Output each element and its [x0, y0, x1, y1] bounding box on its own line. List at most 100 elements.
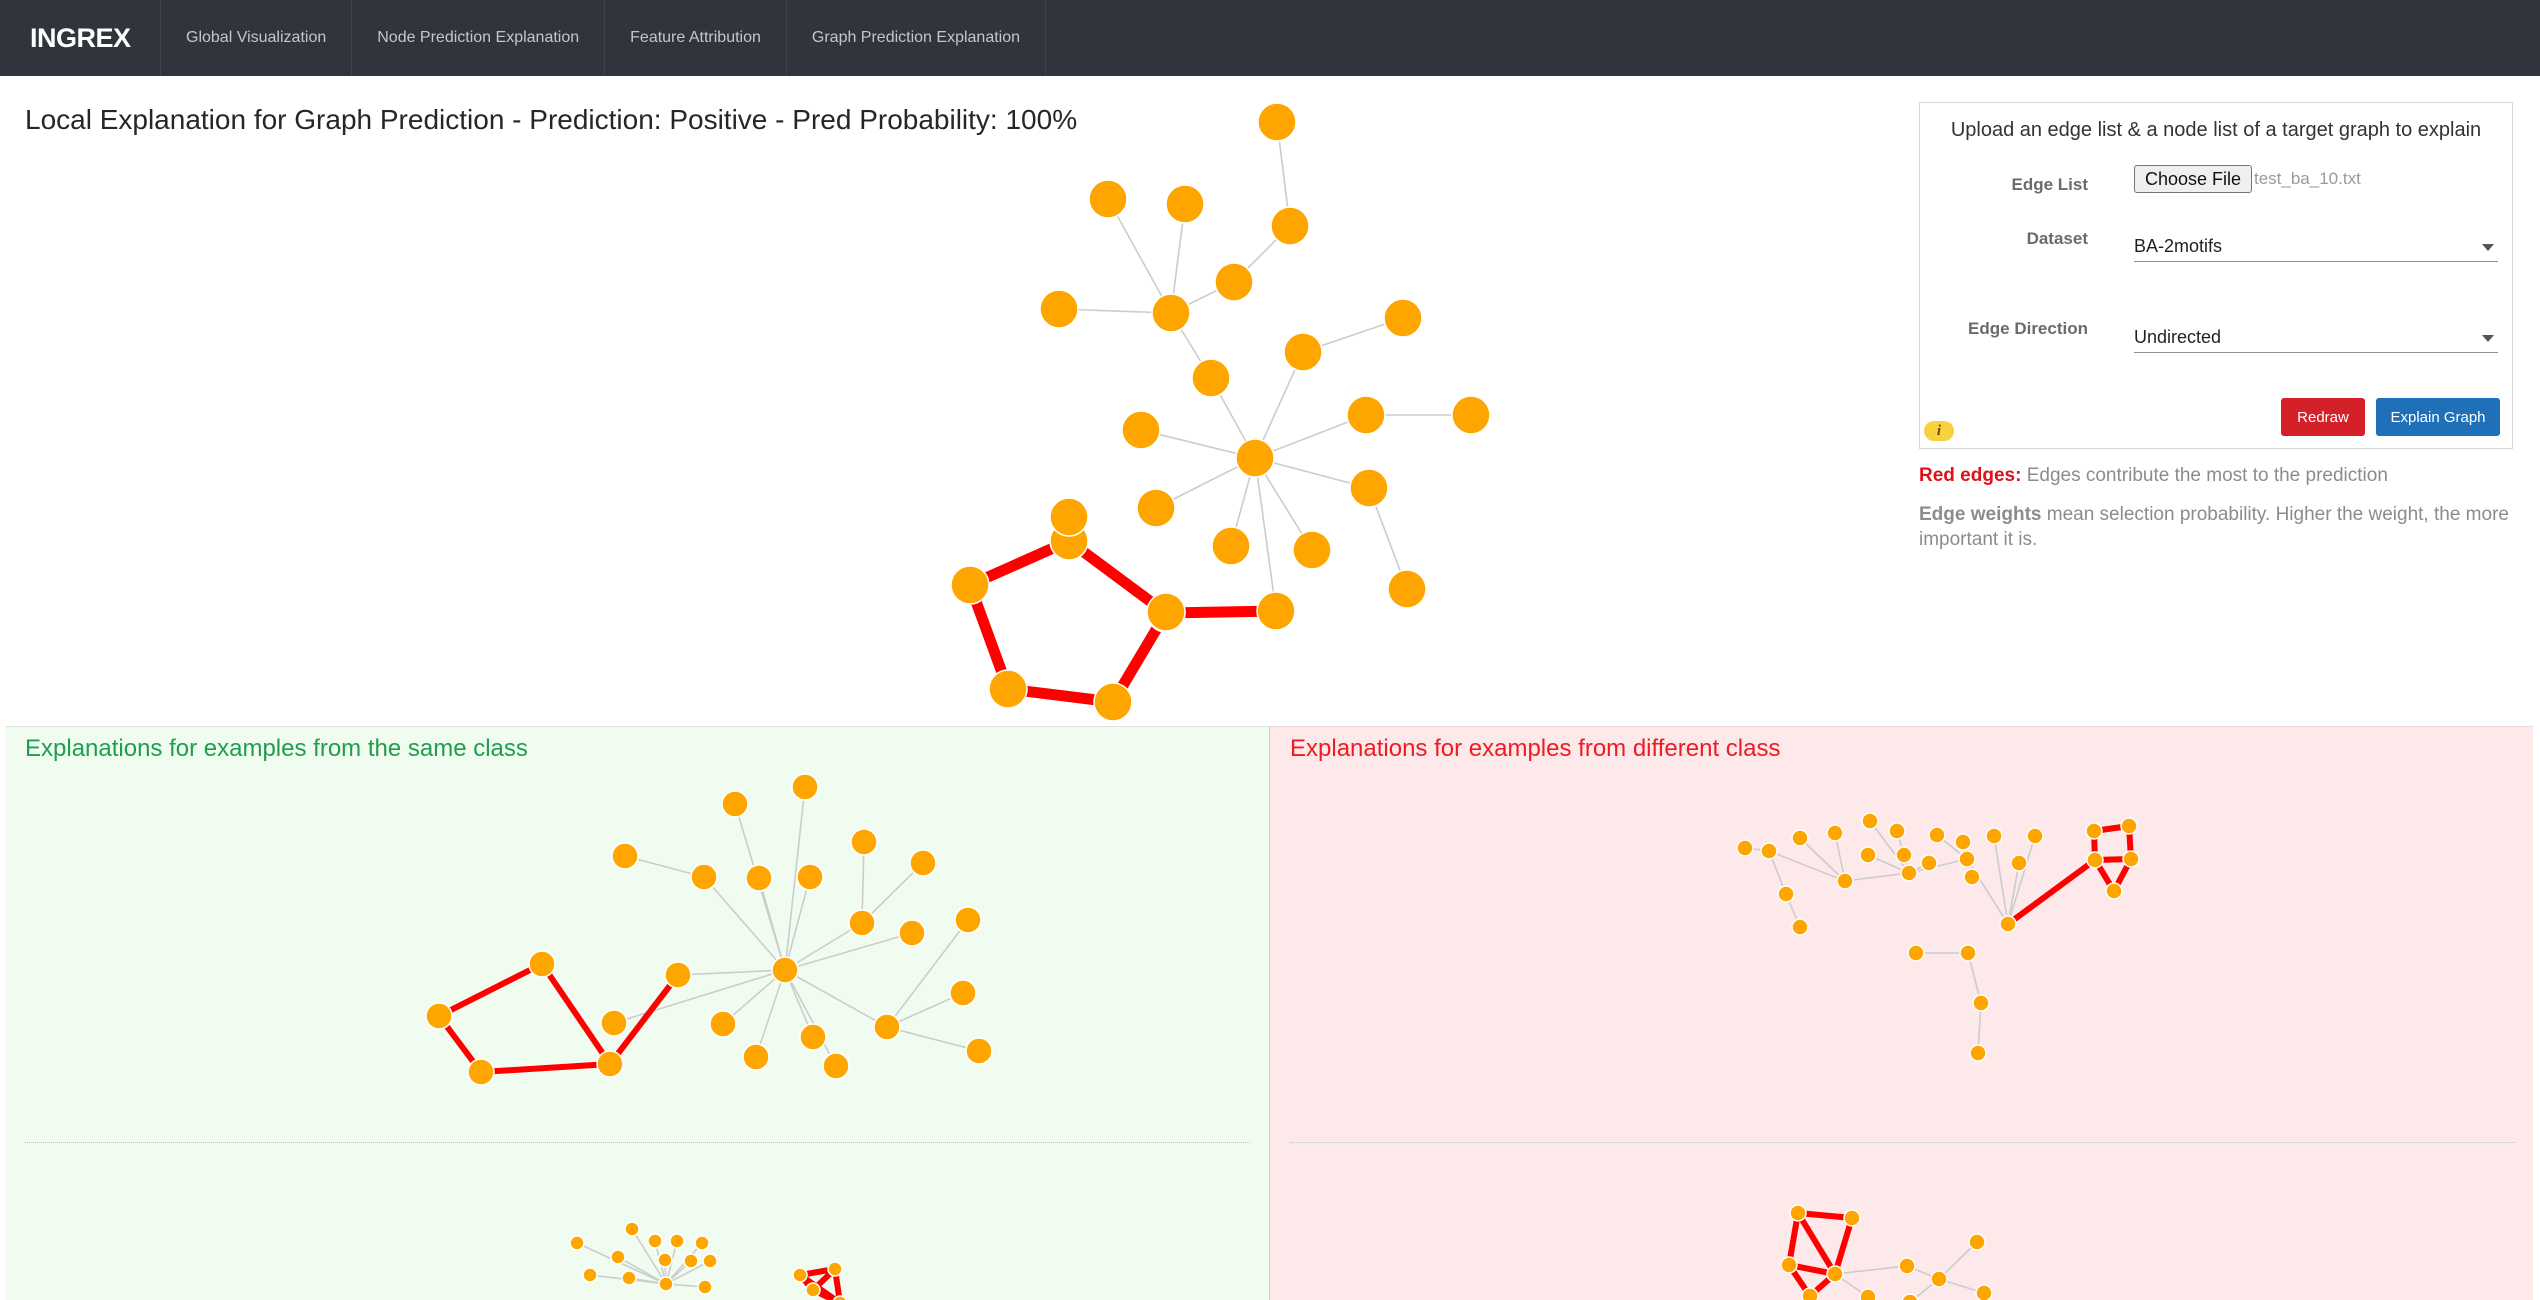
graph-node[interactable]	[658, 1276, 674, 1292]
graph-node[interactable]	[611, 842, 639, 870]
graph-node[interactable]	[1920, 854, 1938, 872]
graph-node[interactable]	[1049, 497, 1089, 537]
graph-node[interactable]	[1859, 1288, 1877, 1300]
graph-node[interactable]	[965, 1037, 993, 1065]
graph-node[interactable]	[621, 1270, 637, 1286]
graph-node[interactable]	[694, 1235, 710, 1251]
graph-node[interactable]	[1907, 944, 1925, 962]
graph-node[interactable]	[610, 1249, 626, 1265]
graph-node[interactable]	[1859, 846, 1877, 864]
graph-node[interactable]	[1901, 1293, 1919, 1300]
graph-node[interactable]	[1888, 822, 1906, 840]
graph-node[interactable]	[1256, 591, 1296, 631]
graph-node[interactable]	[1789, 1204, 1807, 1222]
graph-node[interactable]	[721, 790, 749, 818]
graph-node[interactable]	[1801, 1287, 1819, 1300]
graph-node[interactable]	[600, 1009, 628, 1037]
graph-node[interactable]	[1959, 944, 1977, 962]
graph-node[interactable]	[1088, 179, 1128, 219]
info-icon[interactable]: i	[1924, 421, 1954, 441]
graph-node[interactable]	[1836, 872, 1854, 890]
graph-node[interactable]	[1780, 1256, 1798, 1274]
brand-logo[interactable]: INGREX	[0, 0, 161, 76]
graph-node[interactable]	[799, 1023, 827, 1051]
graph-node[interactable]	[596, 1050, 624, 1078]
different-class-example-1[interactable]	[1736, 812, 2140, 1062]
graph-node[interactable]	[873, 1013, 901, 1041]
graph-node[interactable]	[1214, 262, 1254, 302]
graph-node[interactable]	[1121, 410, 1161, 450]
graph-node[interactable]	[624, 1221, 640, 1237]
graph-node[interactable]	[1972, 994, 1990, 1012]
graph-node[interactable]	[1191, 358, 1231, 398]
graph-node[interactable]	[1843, 1209, 1861, 1227]
graph-node[interactable]	[1283, 332, 1323, 372]
graph-node[interactable]	[1039, 289, 1079, 329]
graph-node[interactable]	[898, 919, 926, 947]
graph-node[interactable]	[1826, 824, 1844, 842]
graph-node[interactable]	[791, 773, 819, 801]
graph-node[interactable]	[2122, 850, 2140, 868]
graph-node[interactable]	[709, 1010, 737, 1038]
main-explanation-graph[interactable]	[950, 102, 1491, 722]
graph-node[interactable]	[954, 906, 982, 934]
graph-node[interactable]	[1958, 850, 1976, 868]
graph-node[interactable]	[1963, 868, 1981, 886]
graph-node[interactable]	[1257, 102, 1297, 142]
graph-node[interactable]	[805, 1282, 821, 1298]
redraw-button[interactable]: Redraw	[2281, 398, 2365, 436]
graph-node[interactable]	[792, 1267, 808, 1283]
graph-node[interactable]	[1985, 827, 2003, 845]
same-class-example-1[interactable]	[425, 773, 993, 1086]
graph-node[interactable]	[2086, 851, 2104, 869]
graph-node[interactable]	[1451, 395, 1491, 435]
choose-file-button[interactable]: Choose File	[2134, 165, 2253, 193]
graph-node[interactable]	[771, 956, 799, 984]
graph-node[interactable]	[1826, 1265, 1844, 1283]
graph-node[interactable]	[1211, 526, 1251, 566]
graph-node[interactable]	[1349, 468, 1389, 508]
graph-node[interactable]	[827, 1261, 843, 1277]
graph-node[interactable]	[1954, 833, 1972, 851]
graph-node[interactable]	[2010, 854, 2028, 872]
graph-node[interactable]	[690, 863, 718, 891]
graph-node[interactable]	[1383, 298, 1423, 338]
graph-node[interactable]	[742, 1043, 770, 1071]
graph-node[interactable]	[1930, 1270, 1948, 1288]
graph-node[interactable]	[1791, 829, 1809, 847]
graph-node[interactable]	[1999, 915, 2017, 933]
dataset-select[interactable]: BA-2motifs	[2134, 232, 2498, 262]
graph-node[interactable]	[702, 1253, 718, 1269]
graph-node[interactable]	[2026, 827, 2044, 845]
graph-node[interactable]	[1146, 592, 1186, 632]
graph-node[interactable]	[988, 669, 1028, 709]
graph-node[interactable]	[683, 1253, 699, 1269]
graph-node[interactable]	[2105, 882, 2123, 900]
graph-node[interactable]	[2120, 817, 2138, 835]
nav-graph-prediction-explanation[interactable]: Graph Prediction Explanation	[787, 0, 1047, 76]
graph-node[interactable]	[950, 565, 990, 605]
graph-node[interactable]	[949, 979, 977, 1007]
graph-node[interactable]	[1969, 1044, 1987, 1062]
graph-node[interactable]	[647, 1233, 663, 1249]
graph-node[interactable]	[1791, 918, 1809, 936]
graph-node[interactable]	[664, 961, 692, 989]
different-class-graphs[interactable]	[1270, 727, 2533, 1300]
graph-node[interactable]	[850, 828, 878, 856]
same-class-graphs[interactable]	[5, 727, 1270, 1300]
graph-node[interactable]	[1346, 395, 1386, 435]
graph-node[interactable]	[745, 864, 773, 892]
graph-node[interactable]	[1861, 812, 1879, 830]
graph-node[interactable]	[1760, 842, 1778, 860]
graph-node[interactable]	[1165, 184, 1205, 224]
graph-node[interactable]	[1270, 206, 1310, 246]
different-class-example-2[interactable]	[1780, 1204, 1993, 1300]
graph-node[interactable]	[425, 1002, 453, 1030]
nav-global-visualization[interactable]: Global Visualization	[161, 0, 353, 76]
graph-node[interactable]	[1898, 1257, 1916, 1275]
same-class-example-2[interactable]	[569, 1221, 848, 1300]
graph-node[interactable]	[1895, 846, 1913, 864]
graph-node[interactable]	[1736, 839, 1754, 857]
graph-node[interactable]	[569, 1235, 585, 1251]
graph-node[interactable]	[467, 1058, 495, 1086]
